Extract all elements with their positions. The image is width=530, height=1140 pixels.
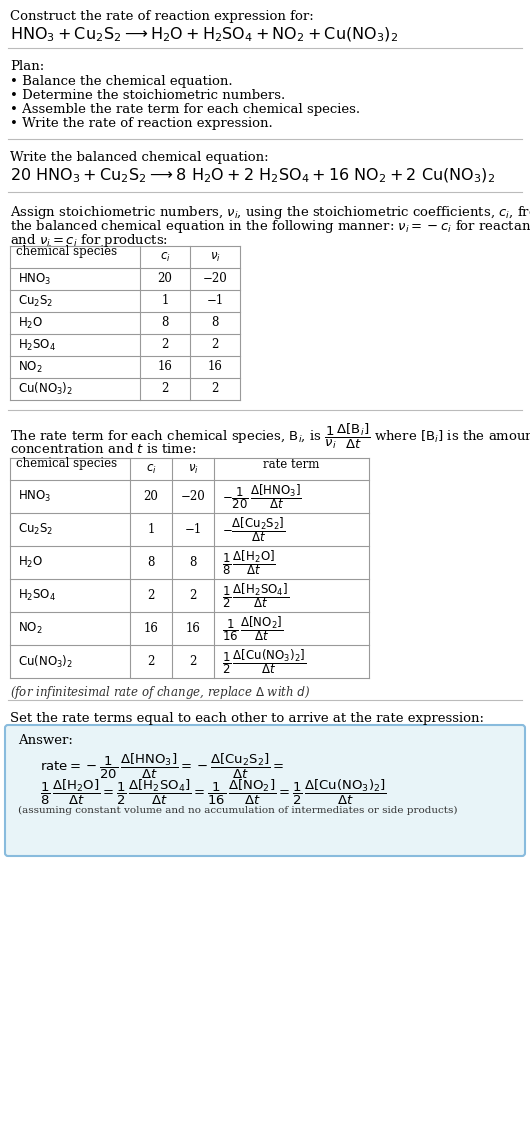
Text: $\mathrm{Cu(NO_3)_2}$: $\mathrm{Cu(NO_3)_2}$	[18, 653, 73, 669]
Text: 16: 16	[144, 622, 158, 635]
Text: 16: 16	[186, 622, 200, 635]
Text: concentration and $t$ is time:: concentration and $t$ is time:	[10, 442, 197, 456]
Text: 2: 2	[147, 656, 155, 668]
Text: 2: 2	[189, 589, 197, 602]
Text: $\mathrm{H_2O}$: $\mathrm{H_2O}$	[18, 316, 43, 331]
Text: $\mathrm{Cu_2S_2}$: $\mathrm{Cu_2S_2}$	[18, 522, 54, 537]
Text: 16: 16	[208, 360, 223, 374]
Text: Set the rate terms equal to each other to arrive at the rate expression:: Set the rate terms equal to each other t…	[10, 712, 484, 725]
Text: 2: 2	[211, 383, 219, 396]
Text: Answer:: Answer:	[18, 734, 73, 747]
Text: $c_i$: $c_i$	[146, 463, 156, 475]
Text: 20: 20	[144, 490, 158, 503]
Text: • Assemble the rate term for each chemical species.: • Assemble the rate term for each chemic…	[10, 103, 360, 116]
Text: Assign stoichiometric numbers, $\nu_i$, using the stoichiometric coefficients, $: Assign stoichiometric numbers, $\nu_i$, …	[10, 204, 530, 221]
Text: $\mathrm{Cu(NO_3)_2}$: $\mathrm{Cu(NO_3)_2}$	[18, 381, 73, 397]
Text: $\mathrm{HNO_3}$: $\mathrm{HNO_3}$	[18, 489, 51, 504]
Text: 2: 2	[211, 339, 219, 351]
Text: 2: 2	[189, 656, 197, 668]
Text: $\mathrm{Cu_2S_2}$: $\mathrm{Cu_2S_2}$	[18, 293, 54, 309]
Text: −1: −1	[206, 294, 224, 308]
Text: 2: 2	[147, 589, 155, 602]
Text: Write the balanced chemical equation:: Write the balanced chemical equation:	[10, 150, 269, 164]
Text: chemical species: chemical species	[16, 457, 117, 471]
Text: $\nu_i$: $\nu_i$	[209, 251, 220, 263]
Text: $\mathrm{20\ HNO_3 + Cu_2S_2} \longrightarrow \mathrm{8\ H_2O + 2\ H_2SO_4 + 16\: $\mathrm{20\ HNO_3 + Cu_2S_2} \longright…	[10, 166, 496, 186]
Text: 2: 2	[161, 383, 169, 396]
Text: $\mathrm{NO_2}$: $\mathrm{NO_2}$	[18, 621, 42, 636]
Text: $\dfrac{1}{8}\,\dfrac{\Delta[\mathrm{H_2O}]}{\Delta t} = \dfrac{1}{2}\,\dfrac{\D: $\dfrac{1}{8}\,\dfrac{\Delta[\mathrm{H_2…	[40, 777, 387, 807]
FancyBboxPatch shape	[5, 725, 525, 856]
Text: $\mathrm{H_2O}$: $\mathrm{H_2O}$	[18, 555, 43, 570]
Text: rate term: rate term	[263, 457, 320, 471]
Text: the balanced chemical equation in the following manner: $\nu_i = -c_i$ for react: the balanced chemical equation in the fo…	[10, 218, 530, 235]
Text: • Determine the stoichiometric numbers.: • Determine the stoichiometric numbers.	[10, 89, 285, 101]
Text: −1: −1	[184, 523, 201, 536]
Text: 8: 8	[189, 556, 197, 569]
Text: $-\dfrac{\Delta[\mathrm{Cu_2S_2}]}{\Delta t}$: $-\dfrac{\Delta[\mathrm{Cu_2S_2}]}{\Delt…	[222, 515, 286, 544]
Text: $\mathrm{HNO_3 + Cu_2S_2} \longrightarrow \mathrm{H_2O + H_2SO_4 + NO_2 + Cu(NO_: $\mathrm{HNO_3 + Cu_2S_2} \longrightarro…	[10, 26, 398, 44]
Text: 1: 1	[147, 523, 155, 536]
Text: $\mathrm{HNO_3}$: $\mathrm{HNO_3}$	[18, 271, 51, 286]
Text: $\dfrac{1}{2}\,\dfrac{\Delta[\mathrm{Cu(NO_3)_2}]}{\Delta t}$: $\dfrac{1}{2}\,\dfrac{\Delta[\mathrm{Cu(…	[222, 648, 306, 676]
Text: −20: −20	[202, 272, 227, 285]
Text: $\mathrm{NO_2}$: $\mathrm{NO_2}$	[18, 359, 42, 375]
Text: 8: 8	[211, 317, 219, 329]
Text: $\dfrac{1}{8}\,\dfrac{\Delta[\mathrm{H_2O}]}{\Delta t}$: $\dfrac{1}{8}\,\dfrac{\Delta[\mathrm{H_2…	[222, 548, 276, 577]
Text: −20: −20	[181, 490, 206, 503]
Text: • Balance the chemical equation.: • Balance the chemical equation.	[10, 75, 233, 88]
Text: 20: 20	[157, 272, 172, 285]
Text: (assuming constant volume and no accumulation of intermediates or side products): (assuming constant volume and no accumul…	[18, 806, 457, 815]
Text: 8: 8	[147, 556, 155, 569]
Text: $-\dfrac{1}{20}\,\dfrac{\Delta[\mathrm{HNO_3}]}{\Delta t}$: $-\dfrac{1}{20}\,\dfrac{\Delta[\mathrm{H…	[222, 482, 302, 511]
Text: $c_i$: $c_i$	[160, 251, 170, 263]
Text: (for infinitesimal rate of change, replace $\Delta$ with $d$): (for infinitesimal rate of change, repla…	[10, 684, 311, 701]
Text: • Write the rate of reaction expression.: • Write the rate of reaction expression.	[10, 117, 273, 130]
Text: $\mathrm{rate} = -\dfrac{1}{20}\,\dfrac{\Delta[\mathrm{HNO_3}]}{\Delta t} = -\df: $\mathrm{rate} = -\dfrac{1}{20}\,\dfrac{…	[40, 752, 285, 781]
Text: $\nu_i$: $\nu_i$	[188, 463, 198, 475]
Text: 2: 2	[161, 339, 169, 351]
Text: 1: 1	[161, 294, 169, 308]
Text: Construct the rate of reaction expression for:: Construct the rate of reaction expressio…	[10, 10, 314, 23]
Text: $\mathrm{H_2SO_4}$: $\mathrm{H_2SO_4}$	[18, 337, 56, 352]
Text: chemical species: chemical species	[16, 245, 117, 259]
Text: The rate term for each chemical species, $\mathrm{B}_i$, is $\dfrac{1}{\nu_i}\df: The rate term for each chemical species,…	[10, 422, 530, 451]
Text: 16: 16	[157, 360, 172, 374]
Text: 8: 8	[161, 317, 169, 329]
Text: $\dfrac{1}{16}\,\dfrac{\Delta[\mathrm{NO_2}]}{\Delta t}$: $\dfrac{1}{16}\,\dfrac{\Delta[\mathrm{NO…	[222, 614, 283, 643]
Text: Plan:: Plan:	[10, 60, 44, 73]
Text: $\dfrac{1}{2}\,\dfrac{\Delta[\mathrm{H_2SO_4}]}{\Delta t}$: $\dfrac{1}{2}\,\dfrac{\Delta[\mathrm{H_2…	[222, 581, 289, 610]
Text: $\mathrm{H_2SO_4}$: $\mathrm{H_2SO_4}$	[18, 588, 56, 603]
Text: and $\nu_i = c_i$ for products:: and $\nu_i = c_i$ for products:	[10, 233, 168, 249]
